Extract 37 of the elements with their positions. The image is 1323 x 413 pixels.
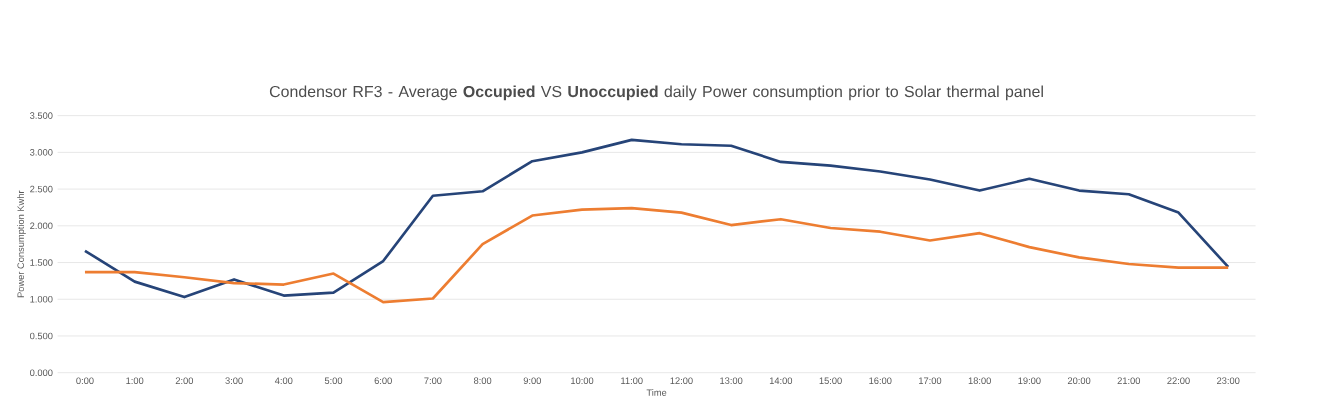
x-tick-label: 11:00	[621, 377, 643, 384]
x-tick-label: 1:00	[126, 377, 144, 384]
x-tick-label: 13:00	[720, 377, 743, 384]
x-tick-label: 19:00	[1018, 377, 1041, 384]
x-tick-label: 23:00	[1217, 377, 1240, 384]
x-tick-label: 3:00	[225, 377, 243, 384]
x-tick-label: 22:00	[1167, 377, 1190, 384]
x-tick-label: 20:00	[1067, 377, 1091, 384]
y-tick-label: 2.000	[30, 222, 53, 230]
x-tick-label: 16:00	[869, 377, 892, 384]
y-tick-label: 0.500	[30, 332, 53, 340]
x-tick-label: 14:00	[769, 377, 793, 384]
x-tick-label: 17:00	[919, 377, 942, 384]
x-tick-label: 18:00	[968, 377, 991, 384]
x-axis-title: Time	[646, 389, 667, 396]
x-tick-label: 8:00	[473, 377, 492, 384]
x-tick-label: 7:00	[424, 377, 442, 384]
x-tick-label: 9:00	[523, 377, 541, 384]
x-tick-label: 2:00	[175, 377, 194, 384]
y-axis-title: Power Consumption Kwhr	[17, 190, 26, 298]
x-tick-label: 4:00	[274, 377, 293, 384]
y-tick-label: 2.500	[30, 185, 53, 193]
x-tick-label: 0:00	[76, 377, 94, 384]
x-tick-label: 6:00	[374, 377, 392, 384]
x-tick-label: 21:00	[1117, 377, 1141, 384]
x-tick-label: 10:00	[571, 377, 594, 384]
x-tick-label: 5:00	[324, 377, 343, 384]
y-tick-label: 3.500	[30, 112, 53, 119]
y-tick-label: 1.500	[30, 259, 53, 266]
x-tick-label: 12:00	[670, 377, 693, 384]
line-series	[83, 138, 1230, 299]
chart-title: Condensor RF3 - Average Occupied VS Unoccupied daily Power consumption prior to Solar thermal panel	[269, 85, 1043, 101]
y-tick-label: 0.000	[30, 369, 53, 376]
y-tick-label: 3.000	[30, 149, 53, 156]
x-tick-label: 15:00	[819, 377, 842, 384]
y-tick-label: 1.000	[30, 295, 53, 303]
line-series	[83, 206, 1230, 304]
